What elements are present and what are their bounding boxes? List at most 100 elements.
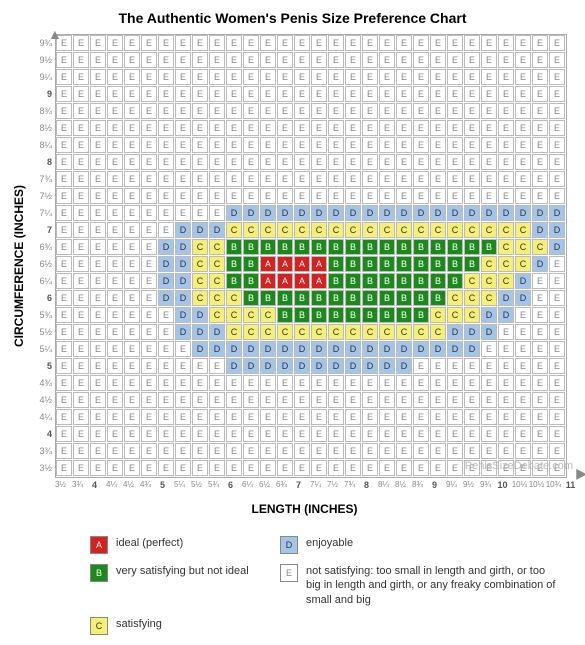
grid-cell: B: [345, 307, 361, 323]
grid-cell: E: [158, 103, 174, 119]
grid-cell: C: [498, 222, 514, 238]
grid-cell: D: [396, 341, 412, 357]
grid-cell: E: [277, 443, 293, 459]
grid-cell: E: [107, 290, 123, 306]
grid-cell: E: [73, 137, 89, 153]
grid-cell: E: [362, 120, 378, 136]
grid-cell: D: [498, 205, 514, 221]
grid-cell: E: [124, 392, 140, 408]
grid-cell: E: [481, 86, 497, 102]
grid-cell: E: [90, 409, 106, 425]
grid-cell: E: [192, 205, 208, 221]
grid-cell: E: [532, 324, 548, 340]
grid-cell: B: [345, 239, 361, 255]
grid-cell: E: [192, 103, 208, 119]
grid-cell: E: [209, 443, 225, 459]
x-axis-arrow-icon: ▶: [576, 465, 585, 482]
grid-cell: E: [90, 69, 106, 85]
grid-cell: E: [413, 188, 429, 204]
grid-cell: E: [328, 188, 344, 204]
grid-cell: E: [141, 171, 157, 187]
grid-cell: E: [73, 290, 89, 306]
grid-cell: E: [124, 103, 140, 119]
grid-cell: E: [124, 205, 140, 221]
y-tick: 9¼: [28, 68, 55, 85]
grid-cell: E: [277, 409, 293, 425]
grid-cell: E: [447, 443, 463, 459]
grid-cell: E: [243, 35, 259, 51]
grid-cell: E: [158, 205, 174, 221]
grid-cell: E: [107, 273, 123, 289]
grid-cell: E: [396, 120, 412, 136]
grid-cell: E: [396, 460, 412, 476]
grid-cell: E: [226, 120, 242, 136]
legend-label: very satisfying but not ideal: [116, 564, 249, 578]
grid-cell: E: [532, 341, 548, 357]
grid-cell: D: [447, 205, 463, 221]
grid-cell: E: [498, 120, 514, 136]
grid-cell: E: [277, 171, 293, 187]
grid-cell: E: [56, 222, 72, 238]
grid-cell: E: [107, 324, 123, 340]
grid-cell: E: [56, 103, 72, 119]
grid-cell: E: [90, 392, 106, 408]
grid-cell: E: [481, 188, 497, 204]
grid-cell: E: [226, 86, 242, 102]
grid-cell: D: [192, 324, 208, 340]
grid-cell: C: [464, 273, 480, 289]
grid-cell: E: [192, 137, 208, 153]
grid-cell: B: [379, 273, 395, 289]
grid-cell: E: [515, 324, 531, 340]
grid-cell: D: [175, 273, 191, 289]
grid-cell: E: [498, 69, 514, 85]
grid-cell: E: [73, 375, 89, 391]
grid-cell: D: [515, 205, 531, 221]
grid-cell: D: [294, 341, 310, 357]
grid-cell: E: [379, 443, 395, 459]
grid-cell: E: [447, 392, 463, 408]
grid-cell: C: [498, 273, 514, 289]
grid-cell: E: [481, 392, 497, 408]
grid-cell: E: [498, 171, 514, 187]
grid-cell: D: [209, 341, 225, 357]
grid-cell: E: [260, 137, 276, 153]
grid-cell: E: [124, 239, 140, 255]
grid-cell: E: [447, 69, 463, 85]
grid-cell: E: [175, 171, 191, 187]
grid-cell: E: [73, 86, 89, 102]
grid-cell: C: [430, 307, 446, 323]
grid-cell: E: [90, 256, 106, 272]
grid-cell: D: [328, 358, 344, 374]
grid-cell: E: [328, 154, 344, 170]
grid-cell: E: [158, 307, 174, 323]
grid-cell: B: [430, 239, 446, 255]
grid-cell: B: [243, 273, 259, 289]
grid-cell: B: [413, 273, 429, 289]
grid-cell: E: [209, 358, 225, 374]
x-axis-label: LENGTH (INCHES): [34, 502, 575, 516]
grid-cell: E: [192, 171, 208, 187]
grid-cell: E: [141, 273, 157, 289]
grid-cell: E: [430, 154, 446, 170]
legend-label: satisfying: [116, 617, 162, 631]
grid-cell: E: [498, 137, 514, 153]
grid-cell: E: [481, 358, 497, 374]
grid-cell: E: [515, 35, 531, 51]
grid-cell: E: [447, 35, 463, 51]
grid-cell: D: [277, 205, 293, 221]
grid-cell: E: [158, 460, 174, 476]
grid-cell: E: [413, 171, 429, 187]
grid-cell: E: [294, 35, 310, 51]
grid-cell: E: [362, 426, 378, 442]
legend-item: Bvery satisfying but not ideal: [90, 564, 270, 607]
grid-cell: E: [73, 426, 89, 442]
grid-cell: C: [413, 324, 429, 340]
legend-swatch: C: [90, 617, 108, 635]
grid-cell: A: [277, 273, 293, 289]
grid-cell: C: [260, 222, 276, 238]
grid-cell: B: [413, 256, 429, 272]
grid-cell: E: [311, 171, 327, 187]
x-tick: 7¼: [307, 478, 324, 498]
grid-cell: E: [481, 375, 497, 391]
x-tick: 5½: [188, 478, 205, 498]
